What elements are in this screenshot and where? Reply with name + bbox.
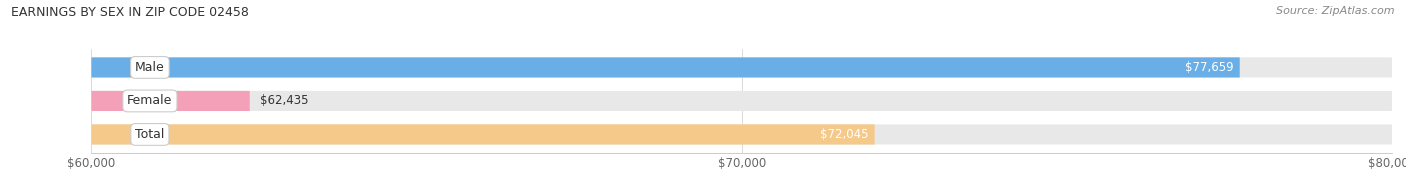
Text: $62,435: $62,435 [260, 94, 309, 107]
FancyBboxPatch shape [91, 124, 875, 144]
FancyBboxPatch shape [91, 57, 1240, 77]
Text: $72,045: $72,045 [820, 128, 868, 141]
FancyBboxPatch shape [91, 57, 1392, 77]
FancyBboxPatch shape [91, 124, 1392, 144]
Text: $77,659: $77,659 [1185, 61, 1233, 74]
Text: Female: Female [127, 94, 173, 107]
Text: Source: ZipAtlas.com: Source: ZipAtlas.com [1277, 6, 1395, 16]
FancyBboxPatch shape [91, 91, 250, 111]
Text: Male: Male [135, 61, 165, 74]
Text: EARNINGS BY SEX IN ZIP CODE 02458: EARNINGS BY SEX IN ZIP CODE 02458 [11, 6, 249, 19]
FancyBboxPatch shape [91, 91, 1392, 111]
Text: Total: Total [135, 128, 165, 141]
